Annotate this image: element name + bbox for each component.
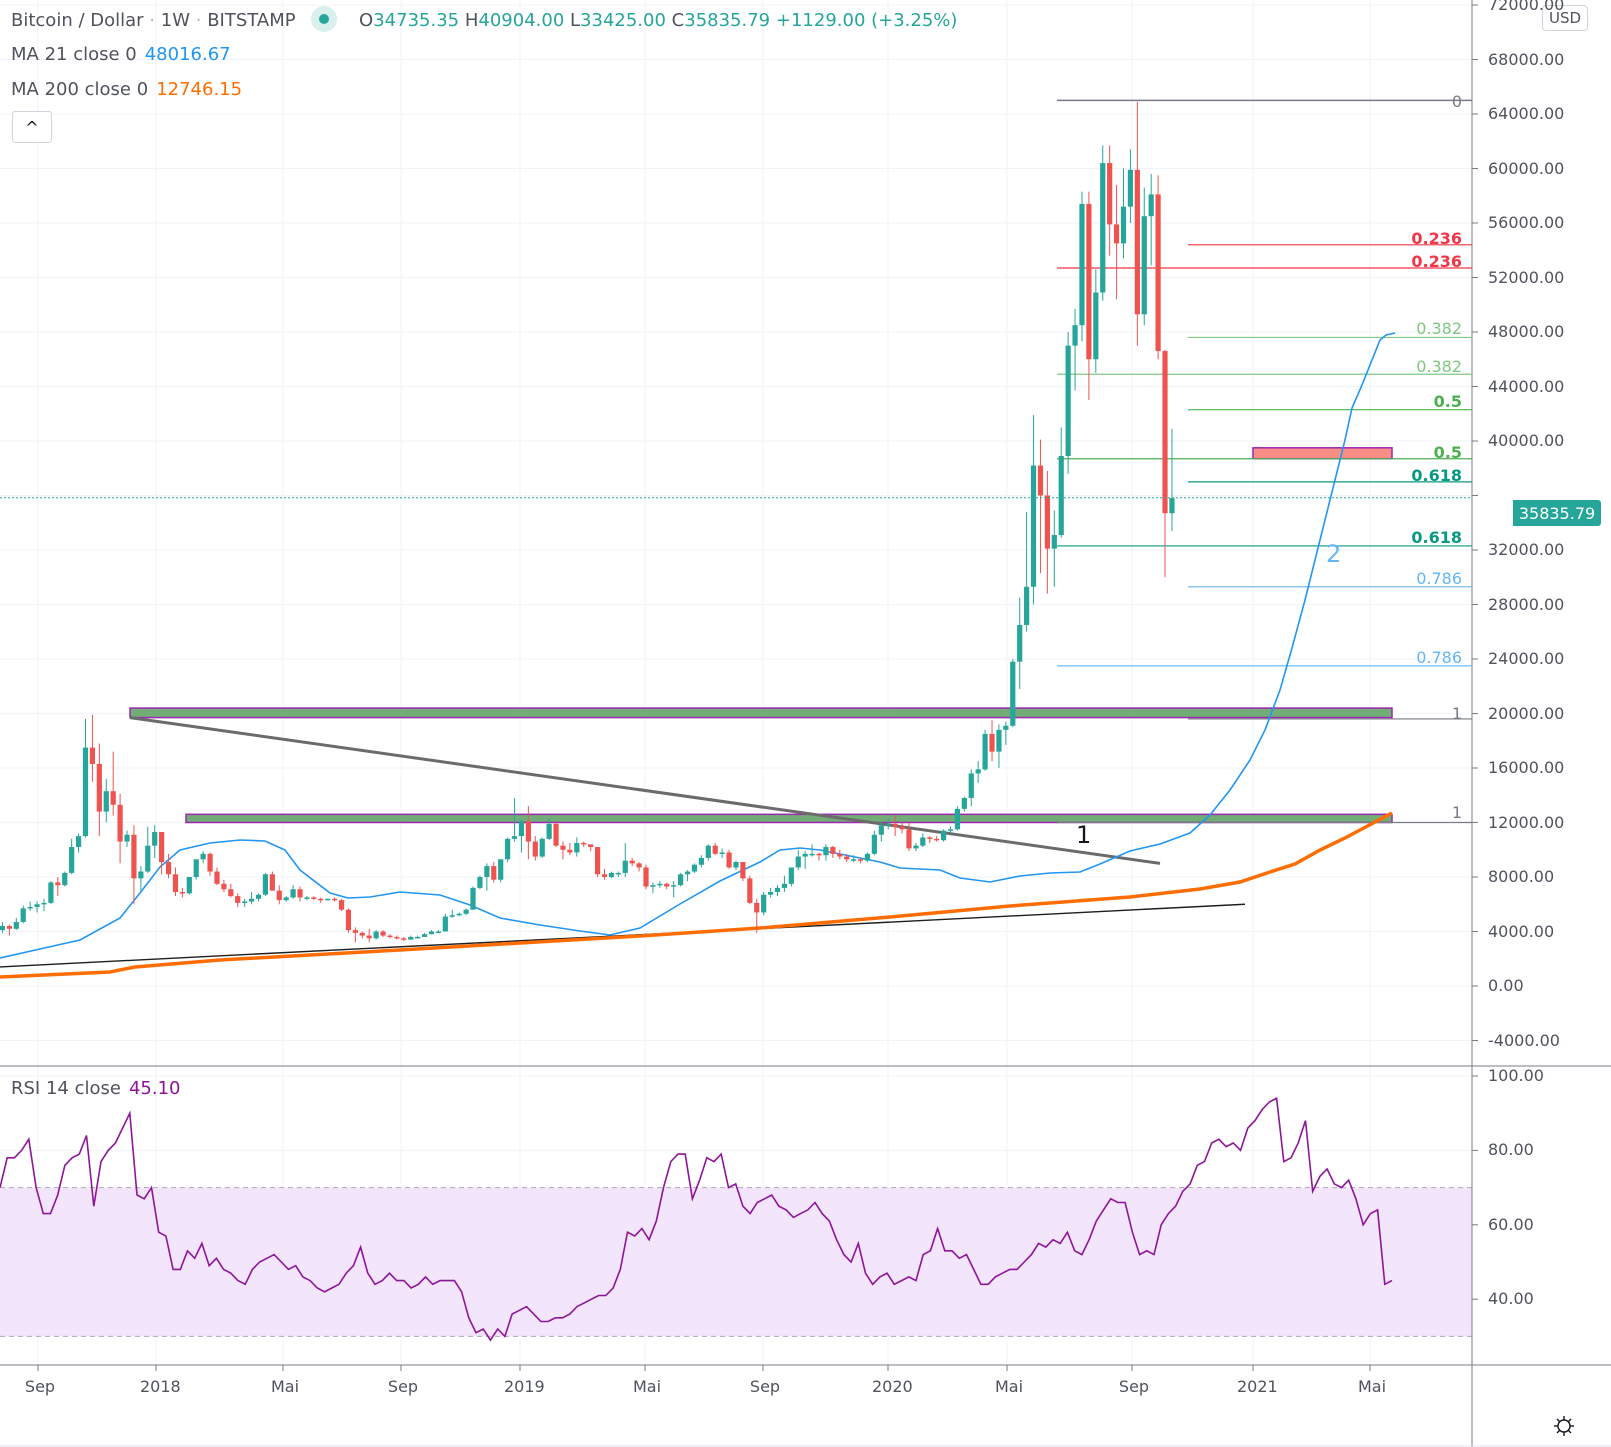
price-tick: 72000.00 bbox=[1488, 0, 1565, 14]
rsi-value: 45.10 bbox=[128, 1078, 181, 1099]
fib-level-label: 0.382 bbox=[1416, 357, 1462, 376]
ohlc-values: O34735.35 H40904.00 L33425.00 C35835.79 … bbox=[359, 10, 958, 31]
collapse-legend-button[interactable]: ^ bbox=[12, 111, 52, 143]
ma200-label: MA 200 close 0 bbox=[11, 79, 149, 100]
time-tick: 2021 bbox=[1237, 1377, 1278, 1396]
interval: 1W bbox=[160, 10, 190, 31]
time-tick: Mai bbox=[994, 1377, 1024, 1396]
rsi-tick: 60.00 bbox=[1488, 1214, 1534, 1234]
fib-level-label: 0.786 bbox=[1416, 569, 1462, 588]
ma200-value: 12746.15 bbox=[156, 79, 243, 100]
price-tick: 44000.00 bbox=[1488, 376, 1565, 396]
price-tick: 16000.00 bbox=[1488, 758, 1565, 777]
fib-level-label: 0.236 bbox=[1411, 252, 1462, 271]
fib-level-label: 1 bbox=[1451, 803, 1462, 822]
time-tick: Sep bbox=[1118, 1377, 1150, 1396]
resistance-12k-zone bbox=[185, 813, 1393, 824]
symbol-name: Bitcoin / Dollar bbox=[11, 10, 144, 31]
price-tick: 48000.00 bbox=[1488, 322, 1565, 341]
symbol-legend[interactable]: Bitcoin / Dollar · 1W · BITSTAMP O34735.… bbox=[11, 6, 958, 34]
resistance-20k-zone bbox=[129, 707, 1393, 719]
fib-level-label: 0.618 bbox=[1411, 528, 1462, 547]
svg-text:1: 1 bbox=[1076, 821, 1091, 849]
fib-level-label: 0 bbox=[1451, 92, 1462, 111]
price-tick: 20000.00 bbox=[1488, 703, 1565, 723]
time-tick: 2018 bbox=[140, 1377, 181, 1396]
price-tick: 56000.00 bbox=[1488, 213, 1565, 232]
time-tick: 2020 bbox=[872, 1377, 913, 1396]
time-tick: 2019 bbox=[504, 1377, 545, 1396]
svg-text:2: 2 bbox=[1326, 540, 1341, 568]
price-tick: 32000.00 bbox=[1488, 540, 1565, 559]
price-tick: 64000.00 bbox=[1488, 104, 1565, 123]
ma21-label: MA 21 close 0 bbox=[11, 44, 137, 65]
fib-level-label: 0.5 bbox=[1433, 443, 1462, 462]
price-tick: 0.00 bbox=[1488, 976, 1524, 995]
ma200-legend[interactable]: MA 200 close 0 12746.15 bbox=[11, 79, 242, 100]
chevron-up-icon: ^ bbox=[25, 117, 39, 137]
close-value: 35835.79 bbox=[684, 10, 771, 31]
price-tick: 28000.00 bbox=[1488, 594, 1565, 614]
ma21-value: 48016.67 bbox=[144, 44, 231, 65]
time-tick: Mai bbox=[270, 1377, 300, 1396]
fib-level-label: 1 bbox=[1451, 704, 1462, 723]
price-tick: 12000.00 bbox=[1488, 812, 1565, 832]
open-value: 34735.35 bbox=[373, 10, 460, 31]
price-tick: -4000.00 bbox=[1488, 1030, 1560, 1050]
fib-level-label: 0.5 bbox=[1433, 392, 1462, 411]
price-tick: 68000.00 bbox=[1488, 49, 1565, 69]
gear-icon[interactable] bbox=[1553, 1415, 1575, 1437]
price-tick: 52000.00 bbox=[1488, 267, 1565, 287]
price-tick: 8000.00 bbox=[1488, 867, 1555, 886]
fib-level-label: 0.618 bbox=[1411, 466, 1462, 485]
change-value: +1129.00 (+3.25%) bbox=[775, 10, 958, 31]
rsi-legend[interactable]: RSI 14 close 45.10 bbox=[11, 1078, 180, 1099]
time-tick: Sep bbox=[749, 1377, 781, 1396]
market-status-icon bbox=[311, 6, 338, 32]
currency-button[interactable]: USD bbox=[1542, 5, 1589, 31]
rsi-label: RSI 14 close bbox=[11, 1078, 121, 1099]
time-tick: Mai bbox=[1357, 1377, 1387, 1396]
price-tick: 60000.00 bbox=[1488, 158, 1565, 178]
price-tick: 24000.00 bbox=[1488, 649, 1565, 668]
support-red-zone bbox=[1252, 447, 1393, 460]
fib-level-label: 0.382 bbox=[1416, 319, 1462, 338]
low-value: 33425.00 bbox=[580, 10, 666, 31]
price-tick: 4000.00 bbox=[1488, 921, 1555, 941]
current-price-label: 35835.79 bbox=[1513, 500, 1601, 526]
rsi-tick: 40.00 bbox=[1488, 1289, 1534, 1309]
exchange: BITSTAMP bbox=[207, 10, 296, 31]
fib-level-label: 0.236 bbox=[1411, 229, 1462, 248]
high-value: 40904.00 bbox=[478, 10, 565, 31]
price-tick: 40000.00 bbox=[1488, 431, 1565, 450]
rsi-tick: 100.00 bbox=[1488, 1066, 1544, 1085]
rsi-tick: 80.00 bbox=[1488, 1140, 1534, 1160]
time-tick: Sep bbox=[24, 1377, 56, 1396]
ma21-legend[interactable]: MA 21 close 0 48016.67 bbox=[11, 44, 231, 65]
time-tick: Mai bbox=[632, 1377, 662, 1396]
time-tick: Sep bbox=[387, 1377, 419, 1396]
fib-level-label: 0.786 bbox=[1416, 648, 1462, 667]
